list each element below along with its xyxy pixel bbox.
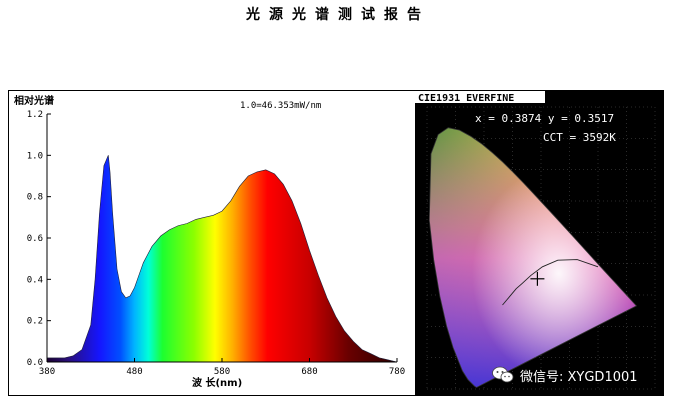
spectrum-ytick-label: 0.6 xyxy=(27,234,43,244)
watermark-text: 微信号: XYGD1001 xyxy=(520,369,638,385)
spectral-locus xyxy=(428,127,638,389)
cie-diagram-panel: CIE1931 EVERFINE x = 0.3874 y = 0.3517 C… xyxy=(415,91,663,395)
spectrum-ytick-label: 1.0 xyxy=(27,151,43,161)
spectrum-ytick-label: 0.2 xyxy=(27,317,43,327)
wechat-watermark: 微信号: XYGD1001 xyxy=(492,362,638,388)
spectrum-xtick-label: 780 xyxy=(389,367,405,377)
spectrum-ytick-label: 0.8 xyxy=(27,193,43,203)
cie-diagram: CIE1931 EVERFINE x = 0.3874 y = 0.3517 C… xyxy=(415,91,656,390)
cie-header-bg xyxy=(415,91,545,103)
spectrum-title: 1.0=46.353mW/nm xyxy=(240,101,321,111)
cie-title: CIE1931 EVERFINE xyxy=(418,93,514,104)
spectrum-xtick-label: 680 xyxy=(301,367,317,377)
spectrum-line xyxy=(47,155,398,363)
spectrum-ylabel: 相对光谱 xyxy=(14,94,54,107)
wechat-icon xyxy=(492,366,514,383)
spectrum-xtick-label: 480 xyxy=(126,367,142,377)
spectrum-xtick-label: 380 xyxy=(39,367,55,377)
cie-cct-readout: CCT = 3592K xyxy=(543,131,616,144)
cie-xy-readout: x = 0.3874 y = 0.3517 xyxy=(475,112,614,125)
spectrum-xtick-label: 580 xyxy=(214,367,230,377)
spectrum-ytick-label: 0.4 xyxy=(27,275,43,285)
spectrum-ytick-label: 1.2 xyxy=(27,110,43,120)
spectrum-xlabel: 波 长(nm) xyxy=(192,376,242,389)
report-frame xyxy=(8,90,664,396)
page-title: 光源光谱测试报告 xyxy=(246,7,430,23)
spectrum-area xyxy=(47,155,397,362)
planckian-locus xyxy=(502,259,599,306)
spectrum-ytick-label: 0.0 xyxy=(27,358,43,368)
